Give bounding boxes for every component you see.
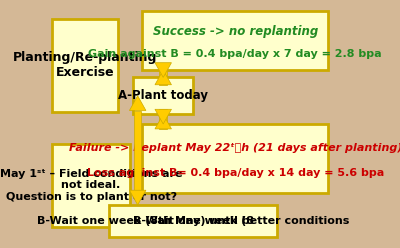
Text: B-Wait one week (8: B-Wait one week (8 — [133, 216, 254, 226]
Text: May 1ˢᵗ – Field conditions are
not ideal.
Question is to plant or not?: May 1ˢᵗ – Field conditions are not ideal… — [0, 169, 182, 202]
FancyBboxPatch shape — [52, 19, 118, 112]
FancyBboxPatch shape — [142, 11, 328, 70]
Polygon shape — [155, 114, 172, 129]
Text: A-Plant today: A-Plant today — [118, 89, 208, 102]
FancyBboxPatch shape — [109, 205, 277, 237]
Text: Loss against B= 0.4 bpa/day x 14 day = 5.6 bpa: Loss against B= 0.4 bpa/day x 14 day = 5… — [87, 168, 384, 179]
Polygon shape — [130, 190, 146, 205]
Text: Planting/Re-planting
Exercise: Planting/Re-planting Exercise — [13, 51, 157, 79]
FancyBboxPatch shape — [52, 144, 130, 227]
Polygon shape — [155, 63, 172, 77]
FancyBboxPatch shape — [142, 124, 328, 193]
Polygon shape — [155, 70, 172, 85]
Bar — [160, 63, 167, 85]
Text: Success -> no replanting: Success -> no replanting — [153, 25, 318, 38]
Text: Gain against B = 0.4 bpa/day x 7 day = 2.8 bpa: Gain against B = 0.4 bpa/day x 7 day = 2… — [88, 49, 382, 59]
Text: B-Wait one week (8th May) until better conditions: B-Wait one week (8th May) until better c… — [37, 216, 350, 226]
Text: Failure -> Replant May 22ᵗ˾h (21 days after planting): Failure -> Replant May 22ᵗ˾h (21 days af… — [68, 143, 400, 153]
Polygon shape — [130, 96, 146, 111]
Bar — [134, 111, 142, 190]
FancyBboxPatch shape — [133, 77, 193, 114]
Bar — [160, 109, 167, 129]
Polygon shape — [155, 109, 172, 124]
